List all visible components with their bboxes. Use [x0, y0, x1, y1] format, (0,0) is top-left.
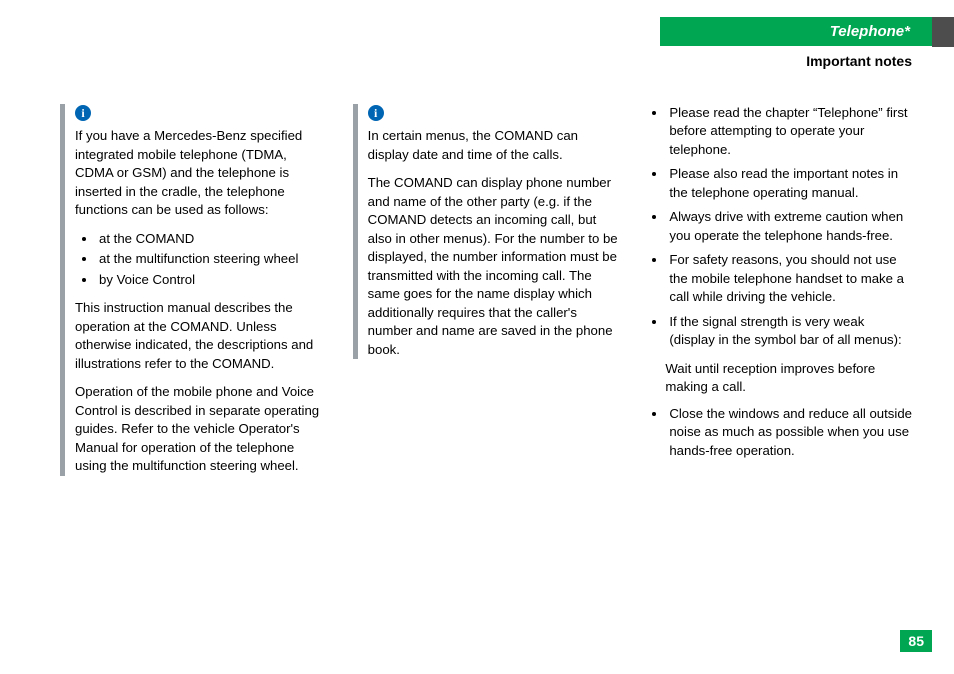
notes-list-cont: Close the windows and reduce all outside…	[645, 405, 912, 460]
column-3: Please read the chapter “Telephone” firs…	[645, 104, 912, 486]
header-side-block	[932, 17, 954, 47]
notes-list: Please read the chapter “Telephone” firs…	[645, 104, 912, 350]
body-paragraph: In certain menus, the COMAND can display…	[368, 127, 620, 164]
list-item: Please also read the important notes in …	[667, 165, 912, 202]
info-box-2: i In certain menus, the COMAND can displ…	[353, 104, 620, 359]
column-1: i If you have a Mercedes-Benz specified …	[60, 104, 327, 486]
info-box-1: i If you have a Mercedes-Benz specified …	[60, 104, 327, 476]
list-item: Please read the chapter “Telephone” firs…	[667, 104, 912, 159]
list-item: For safety reasons, you should not use t…	[667, 251, 912, 306]
section-title: Important notes	[806, 53, 912, 69]
body-paragraph: This instruction manual describes the op…	[75, 299, 327, 373]
list-item: Always drive with extreme caution when y…	[667, 208, 912, 245]
list-item: at the COMAND	[97, 230, 327, 248]
intro-paragraph: If you have a Mercedes-Benz specified in…	[75, 127, 327, 219]
body-paragraph: The COMAND can display phone number and …	[368, 174, 620, 359]
list-item: If the signal strength is very weak (dis…	[667, 313, 912, 350]
content-columns: i If you have a Mercedes-Benz specified …	[60, 104, 912, 486]
function-list: at the COMAND at the multifunction steer…	[75, 230, 327, 289]
body-paragraph: Operation of the mobile phone and Voice …	[75, 383, 327, 475]
list-item: Close the windows and reduce all outside…	[667, 405, 912, 460]
sub-note: Wait until reception improves before mak…	[665, 360, 912, 397]
list-item: at the multifunction steering wheel	[97, 250, 327, 268]
info-icon: i	[75, 105, 91, 121]
page-number: 85	[900, 630, 932, 652]
column-2: i In certain menus, the COMAND can displ…	[353, 104, 620, 486]
chapter-tab: Telephone*	[660, 17, 932, 46]
info-icon: i	[368, 105, 384, 121]
list-item: by Voice Control	[97, 271, 327, 289]
